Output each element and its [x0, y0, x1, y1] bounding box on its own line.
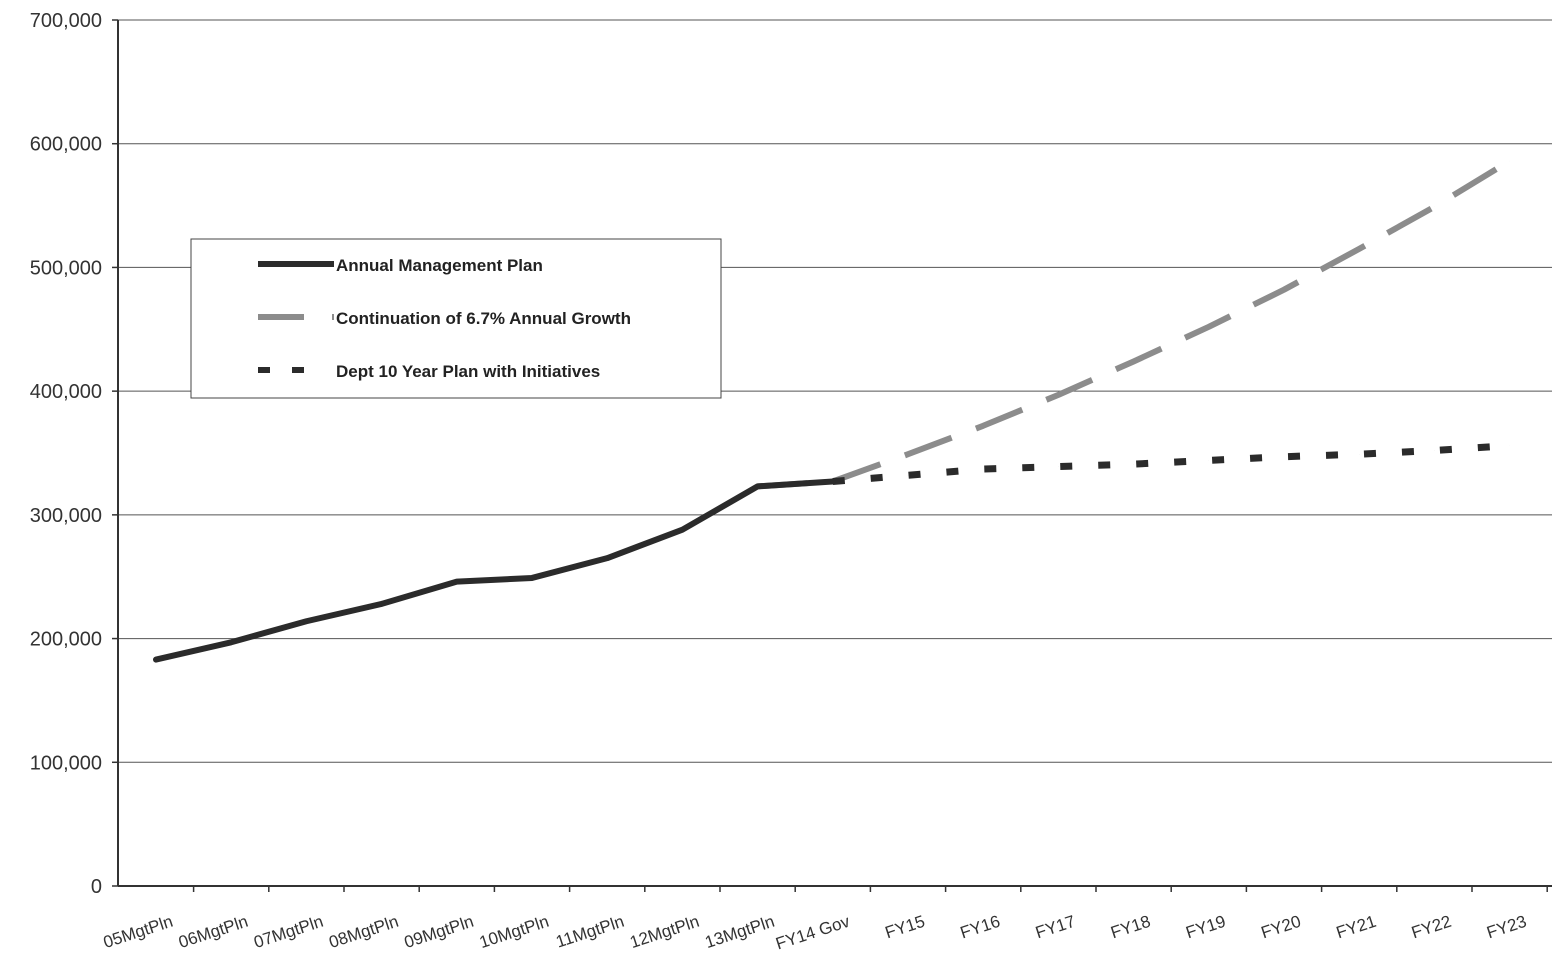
y-tick-label-1: 100,000: [30, 752, 102, 774]
x-tick-label-17: FY22: [1409, 912, 1454, 943]
y-tick-label-3: 300,000: [30, 505, 102, 527]
x-tick-label-12: FY17: [1033, 912, 1078, 943]
x-tick-label-8: 13MgtPln: [703, 912, 777, 952]
x-tick-label-9: FY14 Gov: [773, 912, 852, 954]
y-tick-label-2: 200,000: [30, 629, 102, 651]
axes: [112, 19, 1552, 892]
x-tick-label-0: 05MgtPln: [101, 912, 175, 952]
legend-label-series-1: Continuation of 6.7% Annual Growth: [336, 309, 631, 328]
legend-label-series-2: Dept 10 Year Plan with Initiatives: [336, 362, 600, 381]
x-tick-label-14: FY19: [1184, 912, 1229, 943]
x-tick-label-5: 10MgtPln: [477, 912, 551, 952]
y-tick-label-6: 600,000: [30, 134, 102, 156]
x-tick-label-1: 06MgtPln: [176, 912, 250, 952]
series-line-2: [832, 442, 1510, 485]
y-tick-labels: 0 100,000 200,000 300,000 400,000 500,000 600,…: [30, 10, 102, 898]
x-tick-label-15: FY20: [1259, 912, 1304, 943]
x-tick-label-16: FY21: [1334, 912, 1379, 943]
series-lines: [153, 158, 1512, 663]
y-tick-label-0: 0: [91, 876, 102, 898]
y-tick-label-7: 700,000: [30, 10, 102, 32]
x-tick-label-10: FY15: [883, 912, 928, 943]
x-tick-label-13: FY18: [1108, 912, 1153, 943]
x-tick-label-6: 11MgtPln: [553, 912, 626, 952]
legend-label-series-0: Annual Management Plan: [336, 256, 543, 275]
y-tick-label-4: 400,000: [30, 381, 102, 403]
x-tick-label-11: FY16: [958, 912, 1003, 943]
x-tick-label-18: FY23: [1484, 912, 1529, 943]
series-line-1: [757, 158, 1512, 490]
legend: Annual Management Plan Continuation of 6…: [190, 238, 722, 399]
x-tick-label-4: 09MgtPln: [402, 912, 476, 952]
x-tick-label-3: 08MgtPln: [327, 912, 401, 952]
x-tick-label-2: 07MgtPln: [251, 912, 325, 952]
x-tick-labels: 05MgtPln 06MgtPln 07MgtPln 08MgtPln 09MgtPln…: [101, 912, 1529, 954]
x-tick-label-7: 12MgtPln: [627, 912, 701, 952]
y-tick-label-5: 500,000: [30, 257, 102, 279]
series-line-0: [153, 478, 836, 663]
